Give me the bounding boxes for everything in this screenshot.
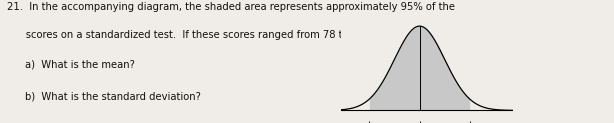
Text: 21.  In the accompanying diagram, the shaded area represents approximately 95% o: 21. In the accompanying diagram, the sha… xyxy=(7,2,456,12)
Text: a)  What is the mean?: a) What is the mean? xyxy=(25,59,134,69)
Text: scores on a standardized test.  If these scores ranged from 78 to 92,: scores on a standardized test. If these … xyxy=(7,30,368,39)
Text: b)  What is the standard deviation?: b) What is the standard deviation? xyxy=(25,91,200,101)
